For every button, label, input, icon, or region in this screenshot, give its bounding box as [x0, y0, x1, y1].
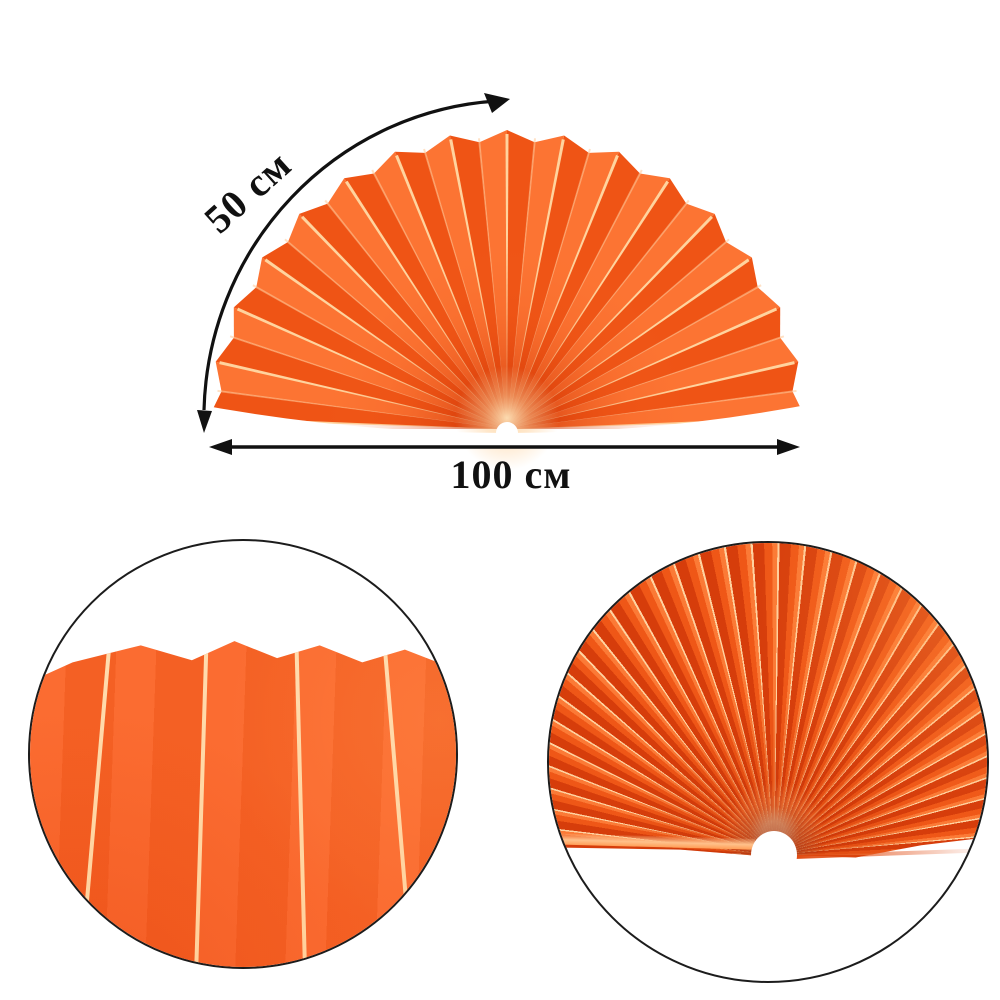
fan-center-notch	[751, 831, 798, 880]
arc-arrowhead-top	[484, 93, 510, 113]
detail-circle-fan-center	[547, 541, 989, 983]
pleat-edge-paper	[30, 641, 456, 967]
fan-notch	[496, 422, 518, 444]
pleat-crease-line	[193, 641, 209, 967]
arc-arrowhead-bottom	[197, 410, 212, 433]
pleat-crease-line	[78, 641, 113, 967]
width-arrowhead-right	[777, 439, 800, 455]
arc-dimension-arrow	[202, 99, 498, 411]
width-arrowhead-left	[209, 439, 232, 455]
detail-circle-pleat-edge	[28, 539, 458, 969]
pleat-crease-line	[294, 641, 308, 967]
fan-bottom-edge	[185, 402, 822, 446]
fan-center-shade	[208, 130, 806, 429]
width-dimension-label: 100 см	[450, 452, 572, 497]
pleat-crease-line	[381, 641, 415, 967]
fan-center-pleats	[549, 543, 987, 858]
